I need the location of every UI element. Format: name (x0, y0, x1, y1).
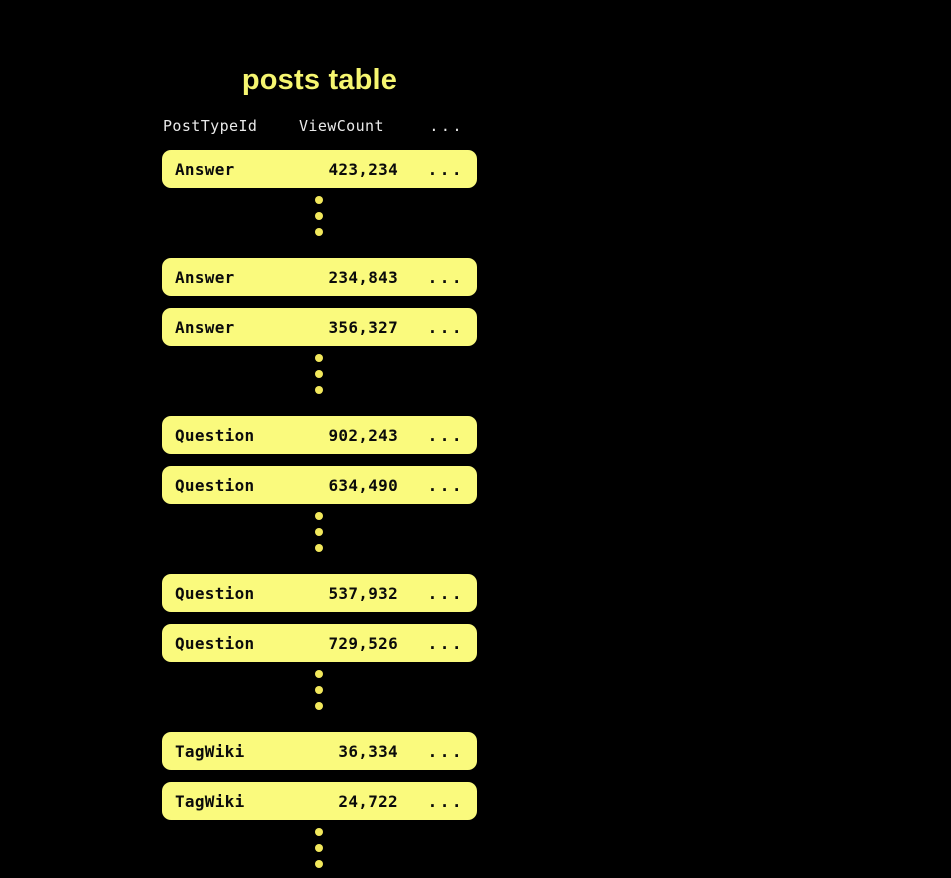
ellipsis-dot (315, 702, 323, 710)
table-row[interactable]: TagWiki 36,334... (162, 732, 477, 770)
cell-more: ... (427, 583, 464, 603)
cell-view-count: 24,722 (338, 791, 398, 811)
ellipsis-dot (315, 528, 323, 536)
cell-view-count: 356,327 (328, 317, 398, 337)
cell-post-type-id: TagWiki (175, 741, 245, 761)
cell-more: ... (427, 633, 464, 653)
cell-more: ... (427, 475, 464, 495)
ellipsis-dot (315, 512, 323, 520)
cell-more: ... (427, 317, 464, 337)
cell-more: ... (427, 741, 464, 761)
cell-view-count: 423,234 (328, 159, 398, 179)
diagram-canvas: posts table PostTypeId ViewCount ... Ans… (162, 64, 477, 868)
ellipsis-dot (315, 670, 323, 678)
cell-post-type-id: Question (175, 425, 255, 445)
cell-post-type-id: TagWiki (175, 791, 245, 811)
cell-more: ... (427, 425, 464, 445)
table-header-row: PostTypeId ViewCount ... (162, 114, 477, 138)
cell-post-type-id: Answer (175, 267, 235, 287)
cell-view-count: 537,932 (328, 583, 398, 603)
table-row[interactable]: Question 902,243... (162, 416, 477, 454)
table-row[interactable]: Answer 234,843... (162, 258, 477, 296)
cell-post-type-id: Answer (175, 159, 235, 179)
table-row[interactable]: Question 634,490... (162, 466, 477, 504)
cell-post-type-id: Question (175, 475, 255, 495)
vertical-ellipsis (162, 192, 477, 246)
cell-post-type-id: Answer (175, 317, 235, 337)
vertical-ellipsis (162, 350, 477, 404)
ellipsis-dot (315, 828, 323, 836)
cell-post-type-id: Question (175, 583, 255, 603)
vertical-ellipsis (162, 824, 477, 878)
vertical-ellipsis (162, 508, 477, 562)
ellipsis-dot (315, 212, 323, 220)
cell-view-count: 634,490 (328, 475, 398, 495)
cell-more: ... (427, 791, 464, 811)
cell-view-count: 234,843 (328, 267, 398, 287)
table-rows: Answer 423,234... Answer 234,843... Answer 35… (162, 150, 477, 878)
ellipsis-dot (315, 228, 323, 236)
column-header-more: ... (429, 117, 464, 135)
ellipsis-dot (315, 860, 323, 868)
column-header-view-count: ViewCount (299, 117, 384, 135)
column-header-post-type-id: PostTypeId (163, 117, 258, 135)
table-row[interactable]: Question 537,932... (162, 574, 477, 612)
cell-view-count: 729,526 (328, 633, 398, 653)
table-row[interactable]: TagWiki 24,722... (162, 782, 477, 820)
ellipsis-dot (315, 544, 323, 552)
ellipsis-dot (315, 370, 323, 378)
table-row[interactable]: Answer 356,327... (162, 308, 477, 346)
table-row[interactable]: Question 729,526... (162, 624, 477, 662)
ellipsis-dot (315, 686, 323, 694)
table-row[interactable]: Answer 423,234... (162, 150, 477, 188)
posts-table: PostTypeId ViewCount ... Answer 423,234..… (162, 114, 477, 878)
ellipsis-dot (315, 196, 323, 204)
ellipsis-dot (315, 386, 323, 394)
cell-more: ... (427, 159, 464, 179)
cell-view-count: 902,243 (328, 425, 398, 445)
vertical-ellipsis (162, 666, 477, 720)
page-title: posts table (241, 64, 398, 96)
ellipsis-dot (315, 844, 323, 852)
cell-more: ... (427, 267, 464, 287)
cell-post-type-id: Question (175, 633, 255, 653)
ellipsis-dot (315, 354, 323, 362)
cell-view-count: 36,334 (338, 741, 398, 761)
